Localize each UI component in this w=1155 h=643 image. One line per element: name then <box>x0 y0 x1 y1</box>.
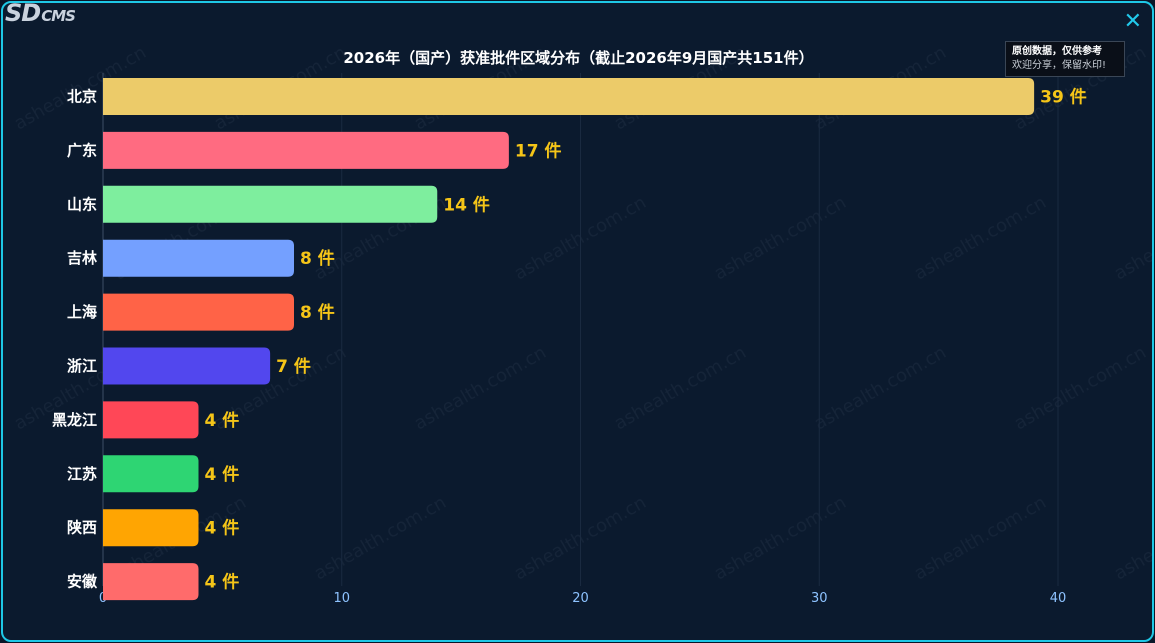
x-tick-label: 20 <box>572 591 589 606</box>
category-label: 吉林 <box>67 249 98 267</box>
watermark-text: ashealth.com.cn <box>711 192 850 284</box>
bar-chart: ashealth.com.cn ashealth.com.cn ashealth.c… <box>11 42 1154 606</box>
category-label: 安徽 <box>67 573 98 591</box>
bar[interactable] <box>103 185 438 223</box>
value-label: 4 件 <box>205 410 240 431</box>
watermark-text: ashealth.com.cn <box>611 342 750 434</box>
value-label: 4 件 <box>205 518 240 539</box>
x-tick-label: 10 <box>333 591 350 606</box>
close-icon[interactable]: ✕ <box>1123 9 1142 34</box>
value-label: 7 件 <box>276 356 311 377</box>
category-label: 江苏 <box>67 465 97 483</box>
bar[interactable] <box>103 509 199 547</box>
bar[interactable] <box>103 401 199 439</box>
note-line-1: 原创数据，仅供参考 <box>1012 46 1102 57</box>
category-label: 黑龙江 <box>52 411 97 429</box>
bar[interactable] <box>103 455 199 493</box>
value-label: 14 件 <box>443 194 490 215</box>
value-label: 8 件 <box>300 302 335 323</box>
category-label: 山东 <box>67 195 97 213</box>
watermark-text: ashealth.com.cn <box>411 342 550 434</box>
watermark-text: ashealth.com.cn <box>1011 342 1150 434</box>
note-line-2: 欢迎分享，保留水印! <box>1012 60 1107 71</box>
bar[interactable] <box>103 563 199 601</box>
category-label: 上海 <box>67 303 97 321</box>
watermark-text: ashealth.com.cn <box>811 342 950 434</box>
x-tick-label: 40 <box>1050 591 1067 606</box>
category-label: 浙江 <box>67 357 97 375</box>
watermark-text: ashealth.com.cn <box>1111 492 1154 584</box>
category-label: 广东 <box>67 141 97 159</box>
data-note: 原创数据，仅供参考 欢迎分享，保留水印! <box>1005 41 1125 77</box>
bar[interactable] <box>103 131 509 169</box>
bar[interactable] <box>103 293 294 331</box>
value-label: 8 件 <box>300 248 335 269</box>
logo-main: SD <box>5 1 41 27</box>
value-label: 39 件 <box>1040 87 1087 108</box>
x-tick-label: 30 <box>811 591 828 606</box>
chart-title: 2026年（国产）获准批件区域分布（截止2026年9月国产共151件） <box>343 49 814 67</box>
value-label: 4 件 <box>205 464 240 485</box>
bar[interactable] <box>103 239 294 277</box>
watermark-text: ashealth.com.cn <box>1111 192 1154 284</box>
value-label: 4 件 <box>205 572 240 593</box>
bar[interactable] <box>103 347 271 385</box>
sdcms-logo: SDCMS <box>5 1 76 27</box>
value-label: 17 件 <box>515 140 562 161</box>
logo-sub: CMS <box>41 7 76 25</box>
category-label: 北京 <box>67 88 97 106</box>
bar[interactable] <box>103 78 1035 115</box>
watermark-text: ashealth.com.cn <box>311 492 450 584</box>
watermark-text: ashealth.com.cn <box>711 492 850 584</box>
watermark-text: ashealth.com.cn <box>911 492 1050 584</box>
watermark-text: ashealth.com.cn <box>911 192 1050 284</box>
category-label: 陕西 <box>67 519 97 537</box>
